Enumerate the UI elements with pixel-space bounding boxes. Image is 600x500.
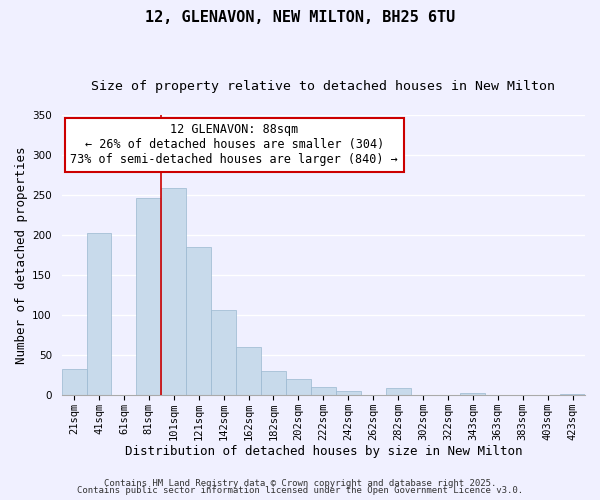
Bar xyxy=(460,393,485,395)
Bar xyxy=(136,198,161,395)
Bar xyxy=(62,369,86,395)
Text: Contains HM Land Registry data © Crown copyright and database right 2025.: Contains HM Land Registry data © Crown c… xyxy=(104,478,496,488)
Bar xyxy=(286,379,311,395)
X-axis label: Distribution of detached houses by size in New Milton: Distribution of detached houses by size … xyxy=(125,444,522,458)
Text: 12, GLENAVON, NEW MILTON, BH25 6TU: 12, GLENAVON, NEW MILTON, BH25 6TU xyxy=(145,10,455,25)
Y-axis label: Number of detached properties: Number of detached properties xyxy=(15,146,28,364)
Bar xyxy=(211,310,236,395)
Bar xyxy=(311,387,336,395)
Bar xyxy=(86,232,112,395)
Bar xyxy=(236,347,261,395)
Text: Contains public sector information licensed under the Open Government Licence v3: Contains public sector information licen… xyxy=(77,486,523,495)
Bar xyxy=(261,371,286,395)
Title: Size of property relative to detached houses in New Milton: Size of property relative to detached ho… xyxy=(91,80,556,93)
Bar xyxy=(336,391,361,395)
Bar xyxy=(161,188,186,395)
Bar xyxy=(560,394,585,395)
Bar xyxy=(386,388,410,395)
Text: 12 GLENAVON: 88sqm
← 26% of detached houses are smaller (304)
73% of semi-detach: 12 GLENAVON: 88sqm ← 26% of detached hou… xyxy=(70,124,398,166)
Bar xyxy=(186,247,211,395)
